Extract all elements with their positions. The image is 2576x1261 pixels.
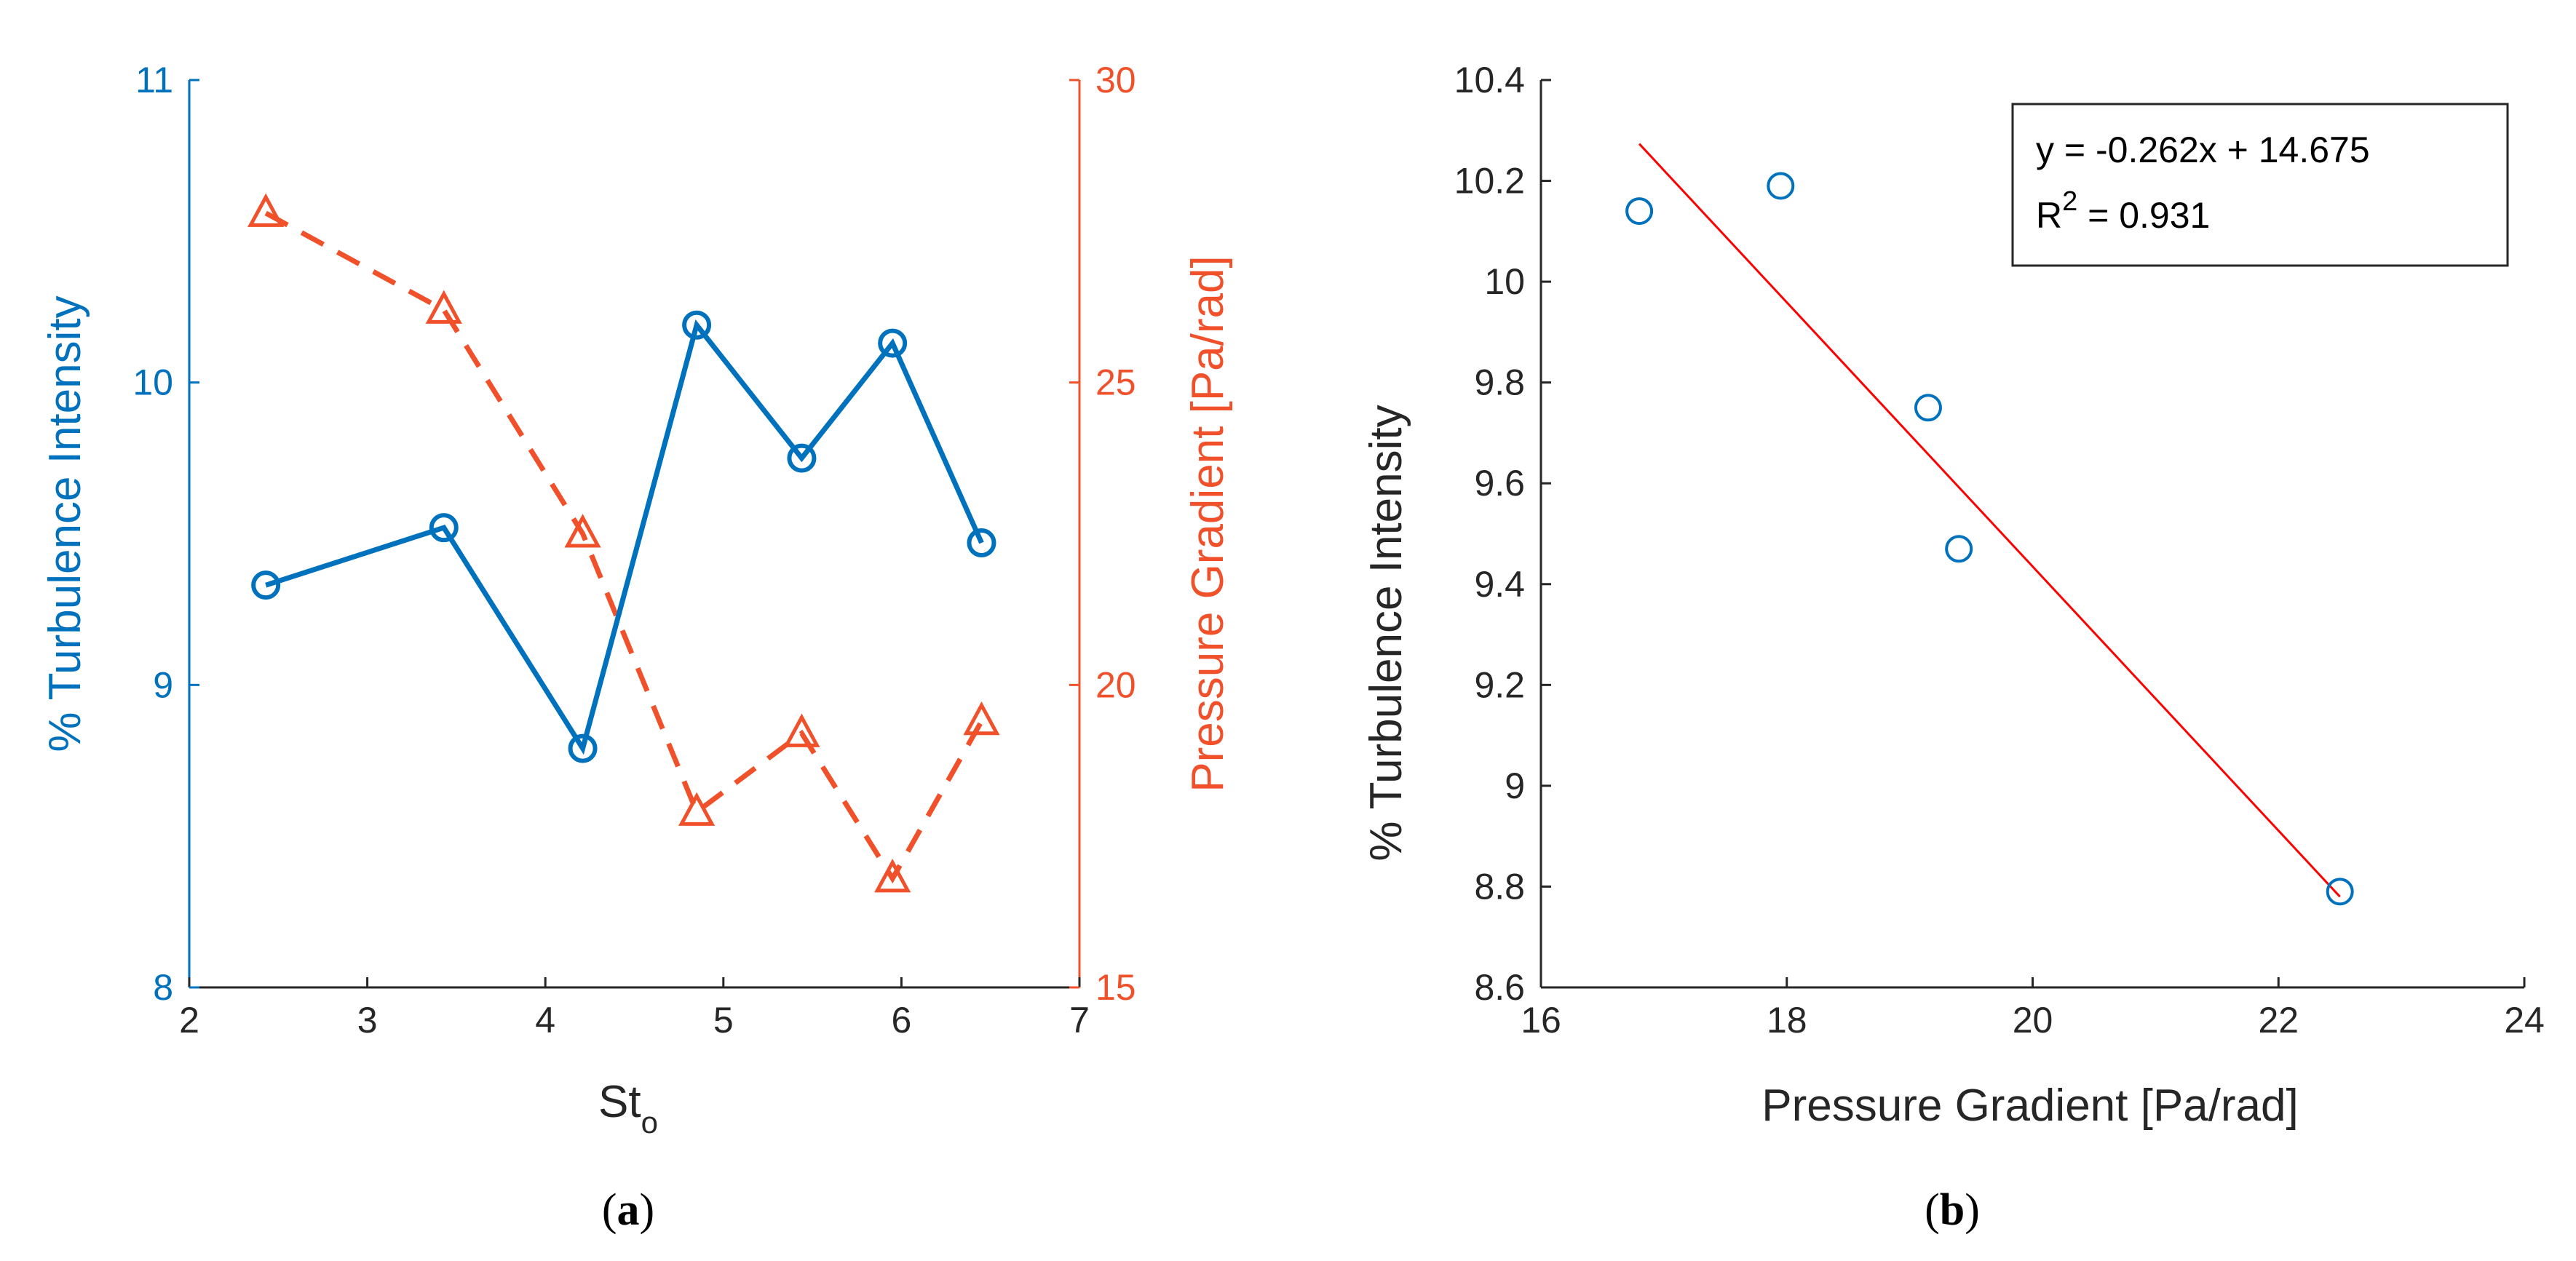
chart-a-x-tick-label: 5 [713,1000,734,1041]
chart-a-y-right-tick-label: 15 [1095,967,1136,1008]
chart-a-xlabel: Sto [598,1077,658,1139]
chart-a-series-pressure-line [264,210,984,884]
chart-b-y-tick-label: 10.4 [1454,60,1525,100]
chart-a-x-tick-label: 2 [179,1000,199,1041]
chart-a-y-left-tick-label: 11 [135,60,173,100]
chart-a-pressure-point [963,701,1000,736]
chart-b-y-tick-label: 10 [1484,261,1525,302]
chart-b-x-tick-label: 24 [2504,1000,2545,1041]
chart-b-y-tick-label: 9.4 [1474,564,1525,605]
chart-b-y-tick-label: 10.2 [1454,161,1525,202]
chart-a-pressure-point [425,290,462,324]
chart-b-y-tick-label: 8.6 [1474,967,1525,1008]
chart-b-xlabel: Pressure Gradient [Pa/rad] [1761,1081,2298,1131]
chart-a-pressure-point [247,193,285,227]
chart-a-x-tick-label: 4 [535,1000,555,1041]
chart-b-point [1945,535,1973,563]
chart-a-y-right-tick-label: 30 [1095,60,1136,100]
chart-a-turbulence-point [682,310,712,340]
chart-a-y-left-tick-label: 10 [132,362,173,403]
chart-b-legend-box: y = -0.262x + 14.675 R2 = 0.931 [2011,103,2509,267]
chart-a-turbulence-point [878,328,908,358]
chart-a-turbulence-point [568,733,598,763]
chart-a-series-turbulence-line [265,319,984,755]
chart-a-pressure-point [564,514,601,548]
chart-b-x-tick-label: 20 [2013,1000,2053,1041]
chart-b-x-tick-label: 16 [1521,1000,1561,1041]
chart-b-point [2326,878,2354,906]
chart-a-x-tick-label: 6 [891,1000,911,1041]
chart-b-point [1625,197,1654,226]
chart-b-x-tick-label: 18 [1767,1000,1807,1041]
chart-a-y-left-tick-label: 8 [153,967,173,1008]
chart-a: Sto % Turbulence Intensity Pressure Grad… [40,60,1233,1235]
chart-b-point [1914,394,1942,422]
chart-a-turbulence-point [967,528,996,557]
chart-b-fit-line [1638,143,2341,898]
chart-a-y-right-tick-label: 25 [1095,362,1136,403]
chart-b-r2: R2 = 0.931 [2036,186,2210,236]
chart-a-pressure-point [678,792,716,826]
chart-a-pressure-point [874,859,911,893]
chart-a-x-tick-label: 7 [1069,1000,1090,1041]
chart-a-ylabel-right: Pressure Gradient [Pa/rad] [1183,255,1233,792]
chart-a-x-tick-label: 3 [357,1000,378,1041]
chart-b-x-tick-label: 22 [2258,1000,2299,1041]
chart-b-y-tick-label: 8.8 [1474,866,1525,907]
chart-a-y-right-tick-label: 20 [1095,664,1136,705]
chart-b-caption: (b) [1925,1185,1980,1235]
chart-a-pressure-point [783,713,820,747]
chart-b-y-tick-label: 9.2 [1474,664,1525,705]
chart-a-caption: (a) [602,1185,654,1235]
chart-a-y-left-tick-label: 9 [153,664,173,705]
chart-b-y-tick-label: 9.8 [1474,362,1525,403]
chart-b-point [1767,172,1795,200]
chart-b-legend-frame [2011,103,2509,267]
chart-b-ylabel: % Turbulence Intensity [1361,405,1411,861]
chart-b-y-tick-label: 9.6 [1474,463,1525,504]
chart-a-ylabel-left: % Turbulence Intensity [40,295,90,752]
chart-a-turbulence-point [251,570,281,600]
chart-a-turbulence-point [429,513,459,543]
chart-b: Pressure Gradient [Pa/rad] % Turbulence … [1361,60,2545,1235]
chart-b-y-tick-label: 9 [1505,765,1525,806]
chart-a-turbulence-point [787,443,817,473]
chart-b-equation: y = -0.262x + 14.675 [2036,130,2370,170]
